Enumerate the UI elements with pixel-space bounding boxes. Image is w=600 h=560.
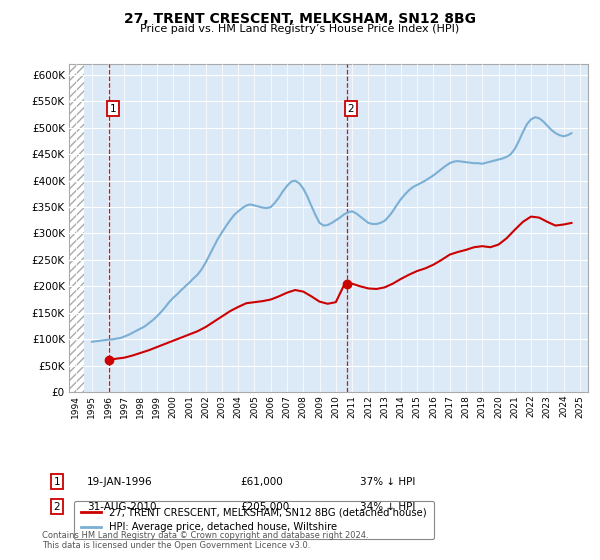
Legend: 27, TRENT CRESCENT, MELKSHAM, SN12 8BG (detached house), HPI: Average price, det: 27, TRENT CRESCENT, MELKSHAM, SN12 8BG (… [74,501,434,539]
Text: 34% ↓ HPI: 34% ↓ HPI [360,502,415,512]
Text: Price paid vs. HM Land Registry’s House Price Index (HPI): Price paid vs. HM Land Registry’s House … [140,24,460,34]
Text: Contains HM Land Registry data © Crown copyright and database right 2024.
This d: Contains HM Land Registry data © Crown c… [42,530,368,550]
Text: 1: 1 [53,477,61,487]
Text: 1: 1 [110,104,116,114]
Bar [69,64,83,392]
Text: 31-AUG-2010: 31-AUG-2010 [87,502,157,512]
Text: 2: 2 [53,502,61,512]
Text: 37% ↓ HPI: 37% ↓ HPI [360,477,415,487]
Bar [69,64,83,392]
Text: £205,000: £205,000 [240,502,289,512]
Text: £61,000: £61,000 [240,477,283,487]
Text: 27, TRENT CRESCENT, MELKSHAM, SN12 8BG: 27, TRENT CRESCENT, MELKSHAM, SN12 8BG [124,12,476,26]
Text: 19-JAN-1996: 19-JAN-1996 [87,477,152,487]
Text: 2: 2 [347,104,354,114]
